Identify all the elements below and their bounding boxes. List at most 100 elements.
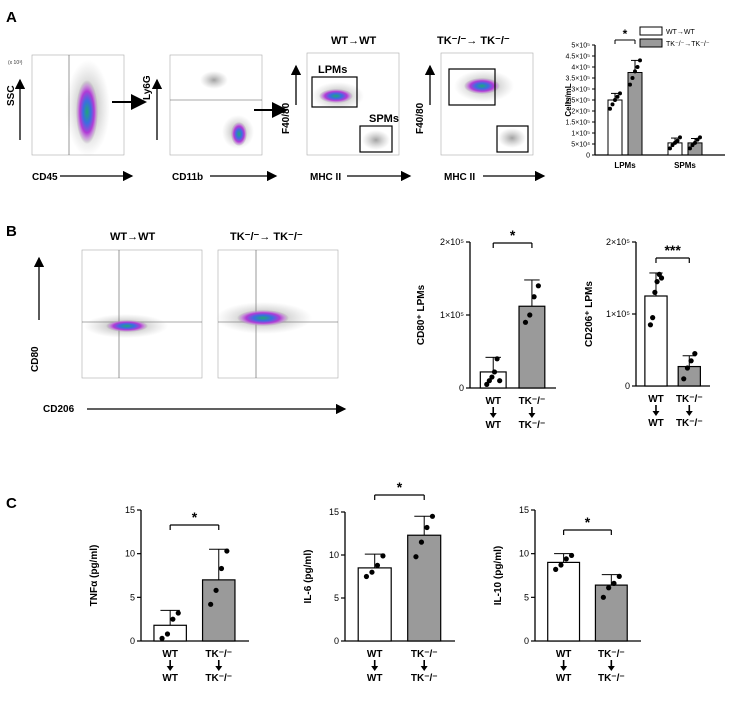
category-arrowhead: [489, 413, 497, 418]
bar: [644, 295, 668, 387]
event-haze: [200, 71, 228, 89]
data-point: [429, 513, 436, 519]
data-point: [647, 322, 654, 328]
significance-star: *: [510, 227, 516, 243]
flow-plot-ly6g-cd11b: Ly6G CD11b: [142, 54, 278, 183]
data-point: [600, 594, 606, 600]
significance-star: *: [192, 509, 198, 525]
x-category-bottom: WT: [648, 418, 664, 429]
data-point: [608, 106, 612, 111]
data-point: [618, 91, 622, 96]
chart-c-il10: 0 5 10 15 IL-10 (pg/ml) WT WT TK⁻/⁻ TK⁻/⁻ *: [493, 505, 641, 684]
data-point: [213, 587, 219, 593]
data-point: [494, 356, 500, 362]
data-point: [159, 635, 165, 641]
y-unit: (x 10³): [8, 60, 23, 66]
flow-b-x-label: CD206: [43, 404, 75, 415]
data-point: [484, 381, 490, 387]
x-axis-label: CD11b: [172, 172, 203, 183]
event-cluster: [237, 310, 289, 326]
y-axis-label: Ly6G: [142, 75, 153, 100]
gate-lpm: [311, 76, 358, 108]
y-tick-label: 15: [329, 507, 339, 517]
category-arrowhead: [528, 413, 536, 418]
data-point: [610, 102, 615, 107]
significance-star: ***: [664, 242, 681, 258]
x-axis-label: CD45: [32, 172, 58, 183]
x-category-top: TK⁻/⁻: [676, 394, 703, 405]
category-arrowhead: [652, 411, 660, 416]
x-category-top: WT: [556, 649, 572, 660]
y-tick-label: 2×10⁵: [440, 237, 464, 247]
flow-b-title-wt: WT→WT: [110, 231, 155, 243]
data-point: [615, 94, 620, 99]
x-tick-label: SPMs: [674, 161, 696, 170]
panel-letter-a: A: [6, 9, 17, 26]
category-arrowhead: [166, 666, 174, 671]
category-arrowhead: [560, 666, 568, 671]
x-category-top: WT: [485, 396, 501, 407]
y-tick-label: 2×10⁵: [571, 109, 590, 116]
flow-plot-ssc-cd45: SSC (x 10³) CD45: [6, 54, 134, 183]
data-point: [369, 569, 375, 575]
data-point: [486, 378, 492, 384]
event-cluster: [231, 122, 247, 146]
flow-plot-f4080-tk: TK⁻/⁻→ TK⁻/⁻ F40/80 MHC II: [415, 35, 546, 183]
data-point: [630, 76, 635, 80]
x-category-top: WT: [648, 394, 664, 405]
bar: [594, 584, 628, 642]
data-point: [606, 585, 612, 591]
x-category-bottom: TK⁻/⁻: [411, 673, 438, 684]
x-category-top: TK⁻/⁻: [205, 649, 232, 660]
y-tick-label: 0: [334, 636, 339, 646]
bar: [479, 371, 507, 389]
y-tick-label: 1.5×10⁵: [565, 120, 590, 127]
gate-spm: [496, 125, 529, 153]
gate-lpm: [448, 68, 496, 106]
y-tick-label: 5×10⁵: [571, 43, 590, 50]
x-category-top: WT: [162, 649, 178, 660]
y-axis-label: SSC: [6, 85, 17, 106]
plot-title: TK⁻/⁻→ TK⁻/⁻: [437, 35, 510, 47]
data-point: [633, 69, 637, 74]
legend-swatch: [639, 26, 663, 36]
data-point: [675, 138, 680, 143]
event-cluster: [464, 78, 500, 94]
data-point: [535, 283, 541, 289]
x-category-top: WT: [367, 649, 383, 660]
y-tick-label: 1×10⁵: [571, 131, 590, 138]
bar: [518, 305, 546, 389]
y-tick-label: 0: [524, 636, 529, 646]
y-axis-label: CD206⁺ LPMs: [584, 281, 595, 347]
data-point: [531, 294, 537, 300]
data-point: [616, 573, 622, 579]
y-tick-label: 3×10⁵: [571, 87, 590, 94]
bar: [201, 579, 236, 642]
data-point: [175, 610, 181, 616]
y-axis-label: IL-6 (pg/ml): [303, 550, 314, 604]
data-point: [688, 146, 692, 151]
y-tick-label: 0: [586, 153, 590, 160]
legend-label: WT→WT: [666, 29, 695, 36]
legend-swatch: [639, 38, 663, 48]
bar: [357, 567, 392, 642]
x-category-bottom: TK⁻/⁻: [519, 420, 546, 431]
x-category-bottom: WT: [485, 420, 501, 431]
y-tick-label: 4×10⁵: [571, 65, 590, 72]
flow-plots-b: WT→WT TK⁻/⁻→ TK⁻/⁻ CD80 CD206: [30, 231, 347, 415]
y-tick-label: 5×10⁴: [571, 142, 590, 149]
x-category-bottom: WT: [162, 673, 178, 684]
y-axis-label: TNFα (pg/ml): [89, 545, 100, 607]
x-category-bottom: TK⁻/⁻: [676, 418, 703, 429]
x-category-top: TK⁻/⁻: [519, 396, 546, 407]
gate-spm: [359, 125, 393, 153]
y-axis-label: CD80⁺ LPMs: [416, 284, 427, 345]
data-point: [692, 351, 698, 357]
category-arrowhead: [371, 666, 379, 671]
data-point: [684, 365, 691, 371]
data-point: [413, 554, 419, 560]
chart-c-tnf: 0 5 10 15 TNFα (pg/ml) WT WT TK⁻/⁻ TK⁻/⁻ *: [89, 505, 249, 684]
y-axis-label: F40/80: [281, 102, 292, 134]
category-arrowhead: [215, 666, 223, 671]
legend-label: TK⁻/⁻→TK⁻/⁻: [666, 41, 710, 48]
